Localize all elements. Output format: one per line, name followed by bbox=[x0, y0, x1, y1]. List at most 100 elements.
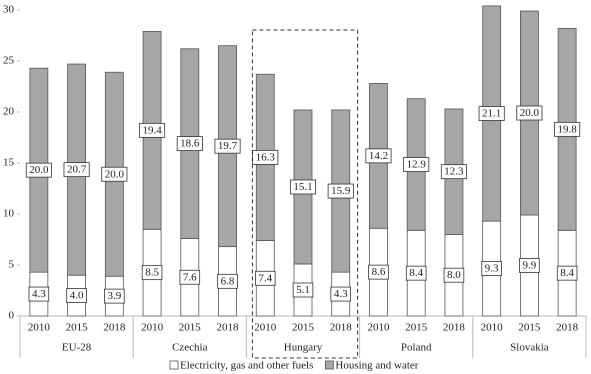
data-label-box bbox=[516, 105, 543, 121]
data-label-box bbox=[252, 149, 279, 165]
data-label-box bbox=[440, 164, 467, 180]
legend-label: Housing and water bbox=[335, 360, 418, 372]
legend-label: Electricity, gas and other fuels bbox=[180, 360, 313, 372]
data-label-box bbox=[139, 122, 166, 138]
data-label-box bbox=[405, 265, 427, 281]
data-label-box bbox=[141, 265, 163, 281]
data-label-box bbox=[368, 264, 389, 280]
data-label: 9.3 bbox=[481, 261, 502, 276]
data-label: 7.4 bbox=[254, 270, 276, 286]
data-label-text: 8.5 bbox=[145, 267, 159, 279]
data-label-text: 19.7 bbox=[218, 140, 238, 152]
data-label-text: 8.4 bbox=[409, 267, 423, 279]
data-label-text: 15.9 bbox=[331, 185, 351, 197]
data-label-text: 4.3 bbox=[334, 288, 348, 300]
data-label-text: 8.6 bbox=[372, 266, 386, 278]
data-label: 15.1 bbox=[289, 179, 317, 195]
data-label-text: 5.1 bbox=[296, 284, 310, 296]
data-label-text: 19.8 bbox=[558, 123, 578, 135]
data-label: 12.3 bbox=[440, 164, 467, 180]
data-label-box bbox=[66, 288, 87, 304]
data-label-box bbox=[179, 269, 201, 285]
data-label: 8.6 bbox=[368, 264, 389, 280]
data-label-box bbox=[556, 265, 578, 281]
data-label-box bbox=[104, 288, 125, 304]
data-label-text: 8.0 bbox=[447, 269, 461, 281]
data-label-text: 14.2 bbox=[369, 150, 388, 162]
data-label: 4.0 bbox=[66, 288, 87, 304]
data-label: 20.0 bbox=[101, 166, 128, 182]
data-label-text: 15.1 bbox=[293, 181, 312, 193]
data-label: 5.1 bbox=[292, 282, 314, 298]
data-label-text: 6.8 bbox=[221, 275, 235, 287]
group-label: Slovakia bbox=[510, 342, 549, 354]
data-label: 4.3 bbox=[330, 286, 352, 302]
data-label: 9.9 bbox=[519, 258, 540, 273]
y-tick-label: 30 bbox=[3, 4, 15, 16]
data-label-text: 21.1 bbox=[482, 108, 501, 120]
legend-swatch bbox=[169, 360, 179, 370]
data-label-box bbox=[327, 183, 354, 199]
data-label-text: 4.0 bbox=[70, 290, 84, 302]
data-label: 20.7 bbox=[63, 162, 90, 178]
data-label-box bbox=[289, 179, 317, 195]
x-tick-label: 2018 bbox=[556, 322, 579, 334]
data-label-text: 20.0 bbox=[29, 164, 49, 176]
data-label: 8.4 bbox=[405, 265, 427, 281]
x-tick-label: 2015 bbox=[292, 322, 315, 334]
data-label-box bbox=[481, 261, 502, 276]
data-label: 15.9 bbox=[327, 183, 354, 199]
data-label-text: 19.4 bbox=[142, 124, 162, 136]
data-label: 19.8 bbox=[554, 121, 581, 137]
data-label: 14.2 bbox=[365, 148, 392, 164]
group-label: Hungary bbox=[284, 342, 323, 354]
data-label: 6.8 bbox=[217, 273, 238, 289]
data-label-box bbox=[25, 162, 52, 178]
data-label-text: 8.4 bbox=[560, 267, 574, 279]
legend-swatch bbox=[324, 360, 334, 370]
x-tick-label: 2015 bbox=[179, 322, 202, 334]
data-label-text: 9.3 bbox=[485, 263, 499, 275]
x-tick-label: 2015 bbox=[518, 322, 541, 334]
data-label: 20.0 bbox=[25, 162, 52, 178]
data-label-box bbox=[330, 286, 352, 302]
data-label-text: 20.0 bbox=[105, 168, 125, 180]
data-label-text: 20.0 bbox=[520, 107, 540, 119]
data-label: 19.7 bbox=[214, 138, 241, 154]
x-tick-label: 2010 bbox=[254, 322, 277, 334]
data-label-box bbox=[478, 106, 505, 121]
y-tick-label: 0 bbox=[9, 310, 15, 322]
data-label-text: 20.7 bbox=[67, 164, 87, 176]
x-tick-label: 2010 bbox=[367, 322, 390, 334]
data-label-text: 12.3 bbox=[444, 166, 464, 178]
data-label: 16.3 bbox=[252, 149, 279, 165]
data-label-box bbox=[365, 148, 392, 164]
data-label: 8.4 bbox=[556, 265, 578, 281]
data-label-text: 7.4 bbox=[258, 272, 272, 284]
data-label-text: 4.3 bbox=[32, 288, 46, 300]
group-label: EU-28 bbox=[62, 342, 92, 354]
data-label: 8.0 bbox=[443, 267, 465, 283]
x-tick-label: 2018 bbox=[330, 322, 353, 334]
y-tick-label: 5 bbox=[9, 259, 15, 271]
data-label-box bbox=[217, 273, 238, 289]
data-label-box bbox=[214, 138, 241, 154]
y-tick-label: 25 bbox=[3, 55, 15, 67]
data-label-text: 7.6 bbox=[183, 271, 197, 283]
data-label-box bbox=[254, 270, 276, 286]
data-label-text: 16.3 bbox=[256, 151, 276, 163]
group-label: Czechia bbox=[172, 342, 208, 354]
x-tick-label: 2018 bbox=[103, 322, 126, 334]
data-label-box bbox=[403, 157, 430, 172]
data-label-box bbox=[63, 162, 90, 178]
data-label-box bbox=[519, 258, 540, 273]
data-label-text: 9.9 bbox=[523, 260, 537, 272]
y-tick-label: 15 bbox=[3, 157, 15, 169]
data-label: 3.9 bbox=[104, 288, 125, 304]
x-tick-label: 2018 bbox=[443, 322, 466, 334]
y-tick-label: 10 bbox=[3, 208, 15, 220]
data-label-box bbox=[292, 282, 314, 298]
x-tick-label: 2010 bbox=[28, 322, 51, 334]
